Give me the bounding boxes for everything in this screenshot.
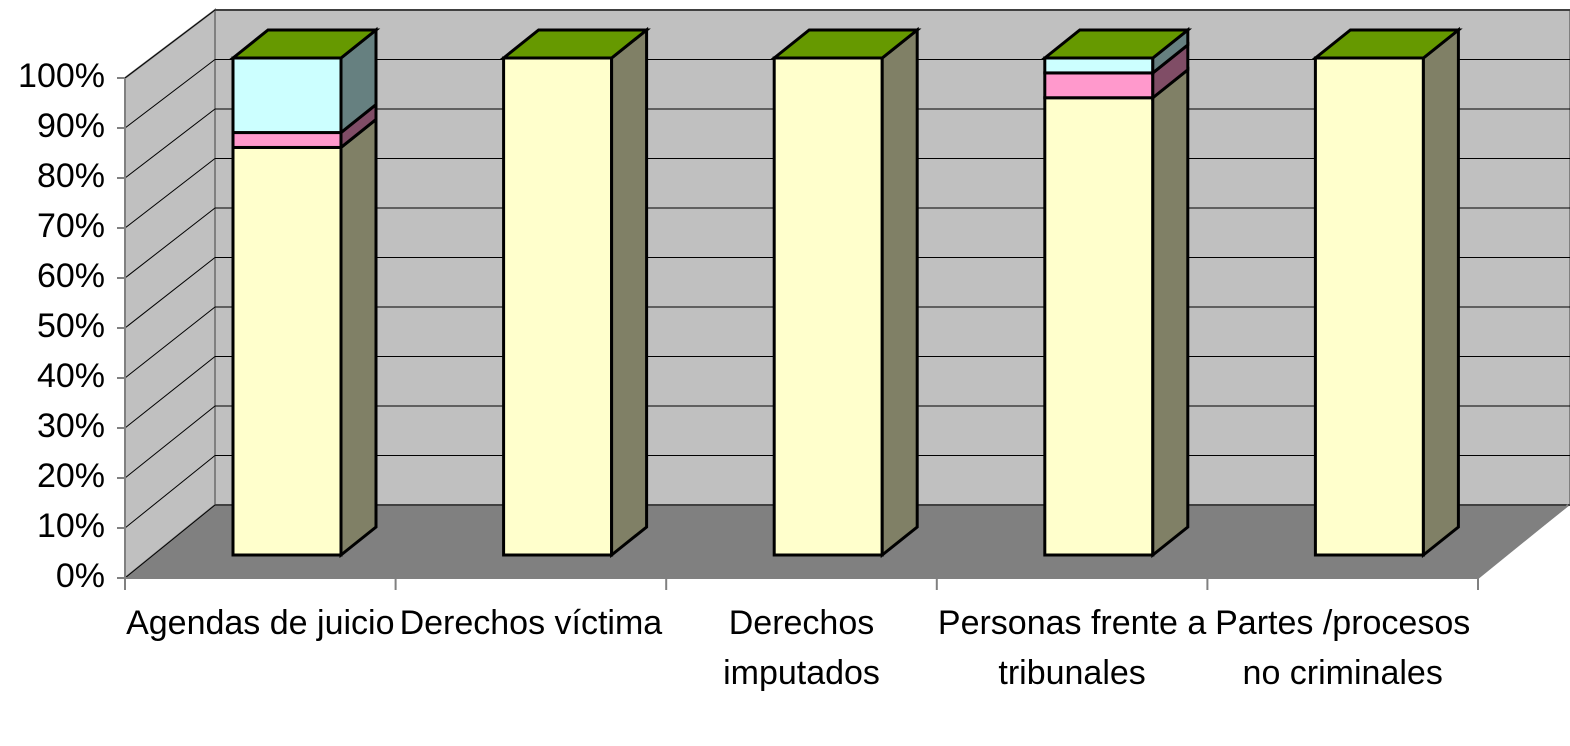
y-tick-label: 90% bbox=[37, 107, 105, 145]
grid-line-side bbox=[124, 504, 216, 579]
bar-front bbox=[502, 56, 614, 557]
bar-top bbox=[1311, 28, 1463, 60]
grid-line-side bbox=[124, 9, 216, 79]
x-tick-label: Personas frente a tribunales bbox=[937, 604, 1207, 692]
bar-top bbox=[228, 28, 381, 60]
grid-line-side bbox=[124, 306, 216, 379]
grid-line-side bbox=[124, 455, 216, 529]
y-tick-label: 60% bbox=[37, 257, 105, 295]
grid-line-side bbox=[124, 108, 216, 179]
bar-side bbox=[610, 26, 649, 559]
y-tick-label: 50% bbox=[37, 307, 105, 345]
x-tick-label: Derechos víctima bbox=[399, 604, 663, 642]
y-tick-label: 10% bbox=[37, 507, 105, 545]
grid-line-side bbox=[124, 59, 216, 129]
side-wall bbox=[124, 7, 216, 581]
bar-front bbox=[1043, 96, 1155, 557]
y-tick-label: 80% bbox=[37, 157, 105, 195]
y-tick-label: 100% bbox=[18, 57, 105, 95]
grid-line-side bbox=[124, 356, 216, 429]
grid-line-side bbox=[124, 158, 216, 229]
grid-line-side bbox=[124, 207, 216, 279]
bar-front bbox=[1043, 56, 1155, 75]
bar-top bbox=[1040, 28, 1193, 60]
bar-side bbox=[880, 26, 919, 559]
bar-side bbox=[339, 116, 378, 559]
floor-edge bbox=[1477, 504, 1569, 579]
y-tick-label: 70% bbox=[37, 207, 105, 245]
bar-front bbox=[231, 145, 343, 557]
bar-front bbox=[1043, 71, 1155, 100]
y-tick-label: 40% bbox=[37, 357, 105, 395]
y-tick-label: 30% bbox=[37, 407, 105, 445]
grid-line-side bbox=[124, 257, 216, 329]
bar-front bbox=[231, 56, 343, 135]
bar-front bbox=[772, 56, 884, 557]
bar-side bbox=[1151, 66, 1190, 559]
grid-line-side bbox=[124, 405, 216, 479]
y-tick-label: 0% bbox=[56, 557, 105, 595]
x-tick-label: Partes /procesos no criminales bbox=[1215, 604, 1471, 692]
bar-side bbox=[1421, 26, 1460, 559]
bar-top bbox=[499, 28, 651, 60]
bar-top bbox=[769, 28, 922, 60]
x-tick-label: Derechos imputados bbox=[723, 604, 880, 692]
y-tick-label: 20% bbox=[37, 457, 105, 495]
x-tick-label: Agendas de juicio bbox=[126, 604, 395, 642]
bar-front bbox=[1313, 56, 1425, 557]
bar-front bbox=[231, 131, 343, 149]
